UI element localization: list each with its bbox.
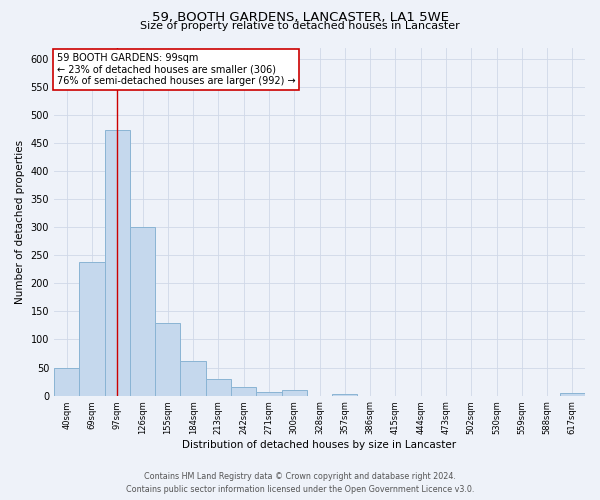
Bar — [104, 130, 130, 396]
Bar — [181, 361, 206, 396]
Bar — [281, 390, 307, 396]
Bar — [206, 378, 231, 396]
Bar — [130, 227, 155, 396]
Y-axis label: Number of detached properties: Number of detached properties — [15, 140, 25, 304]
Text: Contains HM Land Registry data © Crown copyright and database right 2024.
Contai: Contains HM Land Registry data © Crown c… — [126, 472, 474, 494]
Text: 59, BOOTH GARDENS, LANCASTER, LA1 5WE: 59, BOOTH GARDENS, LANCASTER, LA1 5WE — [151, 11, 449, 24]
Text: 59 BOOTH GARDENS: 99sqm
← 23% of detached houses are smaller (306)
76% of semi-d: 59 BOOTH GARDENS: 99sqm ← 23% of detache… — [56, 52, 295, 86]
Bar — [155, 322, 181, 396]
X-axis label: Distribution of detached houses by size in Lancaster: Distribution of detached houses by size … — [182, 440, 457, 450]
Bar — [54, 368, 79, 396]
Text: Size of property relative to detached houses in Lancaster: Size of property relative to detached ho… — [140, 21, 460, 31]
Bar — [231, 386, 256, 396]
Bar — [332, 394, 358, 396]
Bar — [560, 393, 585, 396]
Bar — [79, 262, 104, 396]
Bar — [256, 392, 281, 396]
